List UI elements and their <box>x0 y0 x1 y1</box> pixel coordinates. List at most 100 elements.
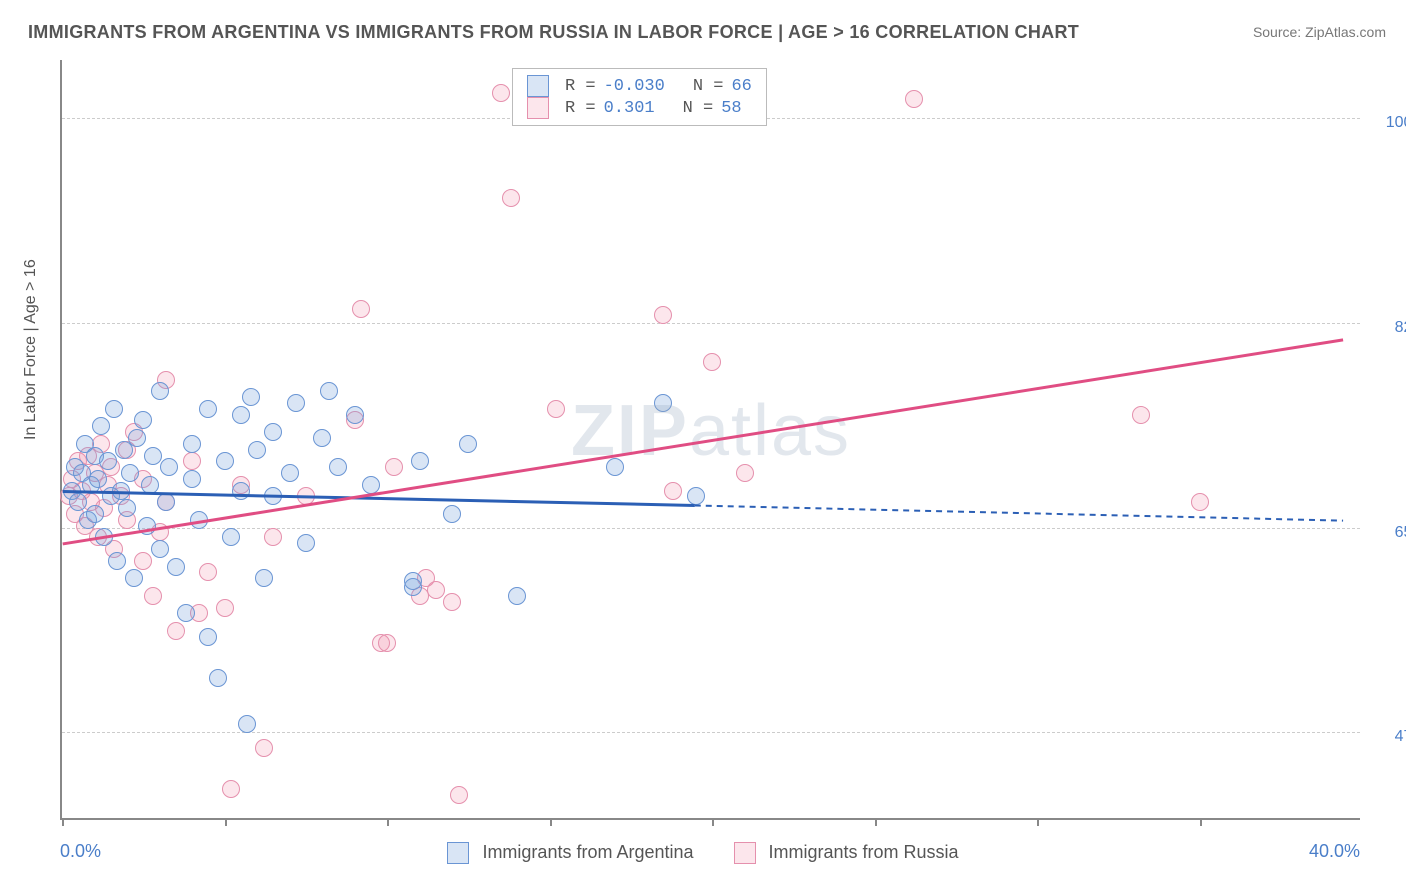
argentina-point <box>287 394 305 412</box>
argentina-point <box>112 482 130 500</box>
russia-point <box>167 622 185 640</box>
argentina-point <box>89 470 107 488</box>
argentina-point <box>183 470 201 488</box>
russia-point <box>654 306 672 324</box>
russia-point <box>199 563 217 581</box>
argentina-point <box>199 628 217 646</box>
argentina-point <box>687 487 705 505</box>
argentina-point <box>160 458 178 476</box>
argentina-point <box>125 569 143 587</box>
argentina-point <box>177 604 195 622</box>
russia-point <box>264 528 282 546</box>
argentina-point <box>606 458 624 476</box>
argentina-point <box>95 528 113 546</box>
argentina-point <box>654 394 672 412</box>
russia-point <box>352 300 370 318</box>
swatch-russia <box>527 97 549 119</box>
russia-point <box>443 593 461 611</box>
argentina-point <box>313 429 331 447</box>
argentina-point <box>141 476 159 494</box>
argentina-point <box>105 400 123 418</box>
russia-point <box>134 552 152 570</box>
argentina-point <box>459 435 477 453</box>
y-tick-label: 47.5% <box>1370 728 1406 746</box>
argentina-point <box>118 499 136 517</box>
russia-point <box>297 487 315 505</box>
chart-container: IMMIGRANTS FROM ARGENTINA VS IMMIGRANTS … <box>0 0 1406 892</box>
argentina-point <box>320 382 338 400</box>
russia-point <box>144 587 162 605</box>
russia-point <box>427 581 445 599</box>
argentina-point <box>138 517 156 535</box>
argentina-point <box>508 587 526 605</box>
russia-point <box>1191 493 1209 511</box>
argentina-point <box>92 417 110 435</box>
argentina-point <box>232 406 250 424</box>
gridline <box>62 528 1360 529</box>
y-axis-label: In Labor Force | Age > 16 <box>22 259 40 440</box>
x-tick <box>1037 818 1039 826</box>
x-tick <box>1200 818 1202 826</box>
argentina-point <box>183 435 201 453</box>
x-tick <box>875 818 877 826</box>
argentina-point <box>238 715 256 733</box>
russia-point <box>736 464 754 482</box>
argentina-point <box>134 411 152 429</box>
russia-point <box>385 458 403 476</box>
x-tick <box>62 818 64 826</box>
russia-point <box>905 90 923 108</box>
argentina-point <box>297 534 315 552</box>
argentina-point <box>69 493 87 511</box>
argentina-point <box>151 540 169 558</box>
argentina-point <box>190 511 208 529</box>
argentina-point <box>248 441 266 459</box>
russia-point <box>703 353 721 371</box>
russia-point <box>222 780 240 798</box>
argentina-point <box>99 452 117 470</box>
legend-item-russia: Immigrants from Russia <box>734 842 959 864</box>
correlation-legend: R = -0.030 N = 66 R = 0.301 N = 58 <box>512 68 767 126</box>
argentina-point <box>86 505 104 523</box>
argentina-point <box>216 452 234 470</box>
argentina-point <box>255 569 273 587</box>
argentina-point <box>242 388 260 406</box>
argentina-point <box>151 382 169 400</box>
x-tick <box>550 818 552 826</box>
russia-point <box>1132 406 1150 424</box>
trend-lines <box>62 60 1360 818</box>
x-tick <box>387 818 389 826</box>
legend-item-argentina: Immigrants from Argentina <box>447 842 693 864</box>
russia-point <box>450 786 468 804</box>
y-tick-label: 65.0% <box>1370 524 1406 542</box>
argentina-point <box>199 400 217 418</box>
argentina-point <box>167 558 185 576</box>
russia-point <box>183 452 201 470</box>
argentina-point <box>232 482 250 500</box>
argentina-point <box>264 487 282 505</box>
legend-row-russia: R = 0.301 N = 58 <box>527 97 752 119</box>
russia-point <box>216 599 234 617</box>
argentina-point <box>346 406 364 424</box>
argentina-point <box>411 452 429 470</box>
argentina-point <box>281 464 299 482</box>
series-legend: Immigrants from Argentina Immigrants fro… <box>0 842 1406 864</box>
argentina-point <box>209 669 227 687</box>
argentina-point <box>264 423 282 441</box>
gridline <box>62 732 1360 733</box>
x-tick <box>225 818 227 826</box>
argentina-point <box>443 505 461 523</box>
chart-title: IMMIGRANTS FROM ARGENTINA VS IMMIGRANTS … <box>28 22 1079 43</box>
argentina-point <box>329 458 347 476</box>
russia-point <box>502 189 520 207</box>
argentina-point <box>362 476 380 494</box>
argentina-point <box>404 572 422 590</box>
legend-row-argentina: R = -0.030 N = 66 <box>527 75 752 97</box>
source-label: Source: ZipAtlas.com <box>1253 24 1386 40</box>
russia-point <box>492 84 510 102</box>
y-tick-label: 100.0% <box>1370 114 1406 132</box>
plot-area: ZIPatlas R = -0.030 N = 66 R = 0.301 N =… <box>60 60 1360 820</box>
argentina-point <box>128 429 146 447</box>
argentina-point <box>108 552 126 570</box>
russia-point <box>378 634 396 652</box>
swatch-argentina <box>527 75 549 97</box>
